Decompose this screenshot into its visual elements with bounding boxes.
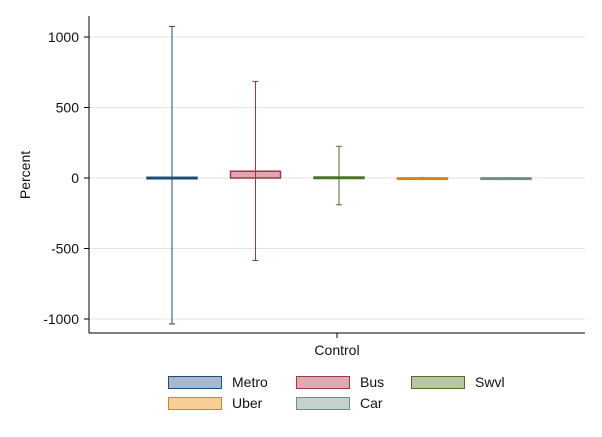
y-tick-label: 500 <box>56 100 80 116</box>
y-axis-label: Percent <box>17 151 33 199</box>
legend-item-metro: Metro <box>168 374 268 390</box>
legend-label: Car <box>360 395 383 411</box>
error-bars <box>169 25 509 325</box>
x-category-label: Control <box>314 342 359 358</box>
legend-label: Bus <box>360 374 385 390</box>
legend-swatch <box>411 375 465 389</box>
y-axis-ticks: 1000 500 0 -500 -1000 <box>43 29 89 327</box>
y-tick-label: -1000 <box>43 311 79 327</box>
legend-item-bus: Bus <box>296 374 384 390</box>
legend-item-uber: Uber <box>168 395 262 411</box>
legend-label: Metro <box>232 374 268 390</box>
legend-label: Uber <box>232 395 263 411</box>
legend-swatch <box>168 396 222 410</box>
legend-label: Swvl <box>475 374 505 390</box>
y-tick-label: -500 <box>51 241 79 257</box>
legend-swatch <box>296 396 350 410</box>
legend-item-car: Car <box>296 395 383 411</box>
legend-swatch <box>296 375 350 389</box>
y-tick-label: 1000 <box>48 29 79 45</box>
y-tick-label: 0 <box>71 170 79 186</box>
legend: Metro Bus Swvl Uber Car <box>168 372 568 416</box>
legend-swatch <box>168 375 222 389</box>
legend-item-swvl: Swvl <box>411 374 505 390</box>
